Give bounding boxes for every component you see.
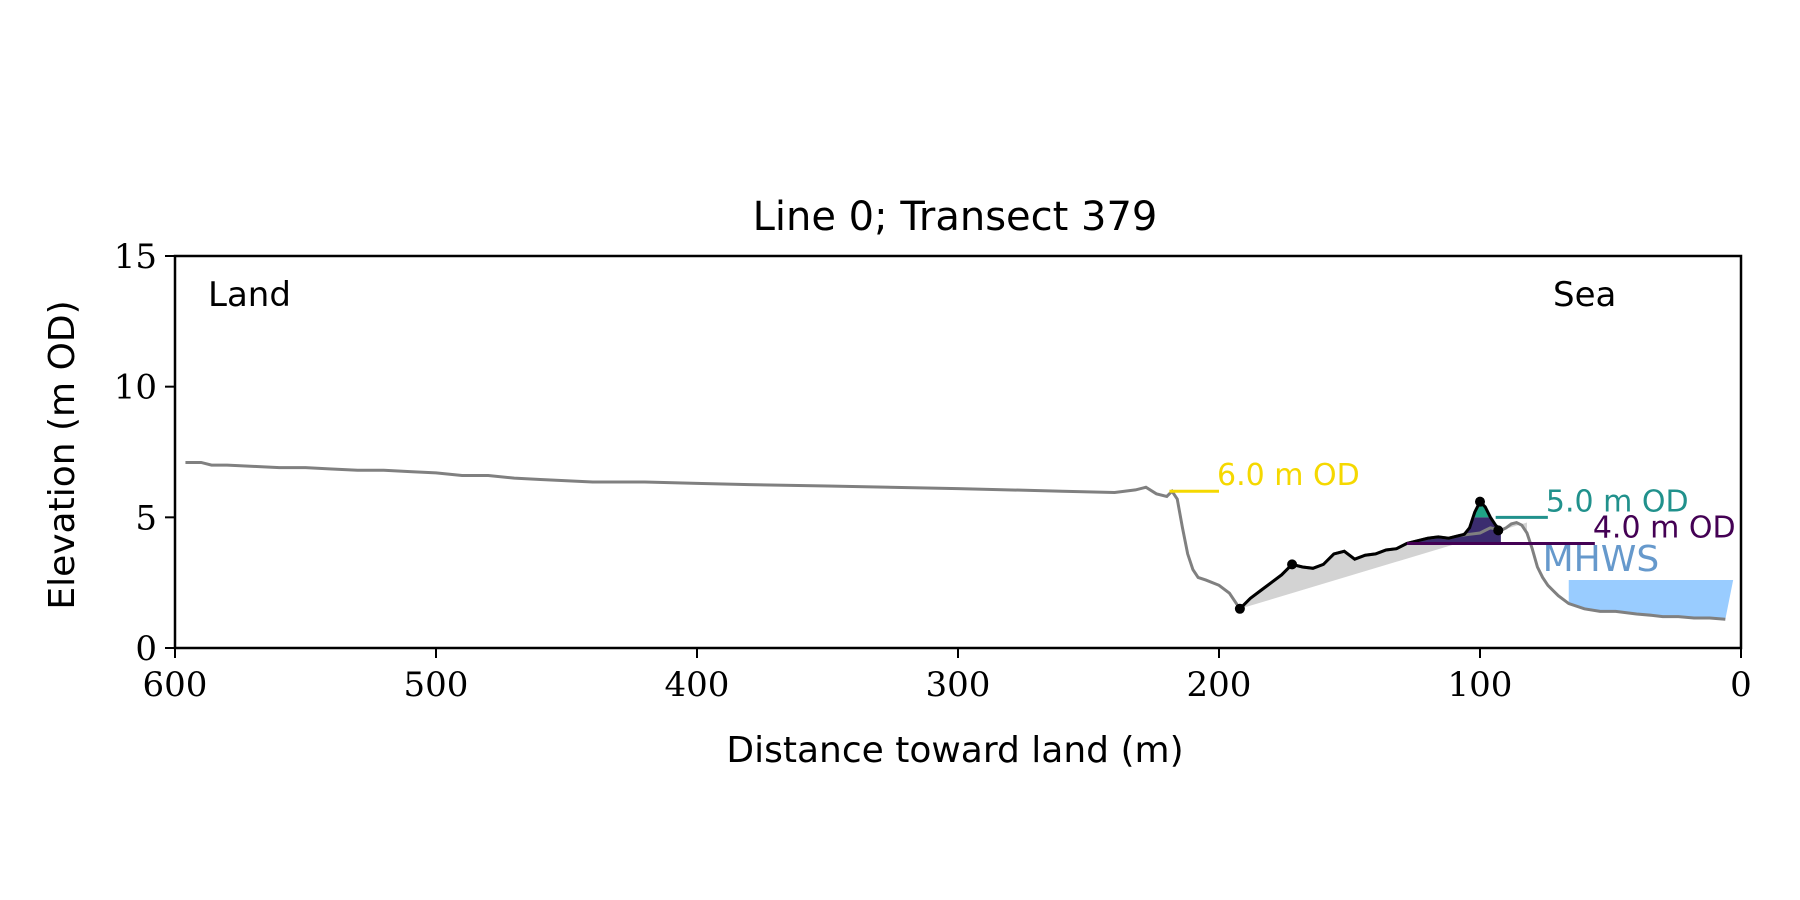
sea-annotation: Sea: [1553, 275, 1616, 315]
dune-point-1: [1287, 559, 1298, 570]
y-tick-label-3: 15: [114, 237, 157, 277]
x-axis-label: Distance toward land (m): [726, 730, 1183, 771]
y-tick-label-0: 0: [135, 629, 157, 669]
plot-frame: [173, 254, 1743, 650]
dune-point-0: [1234, 603, 1245, 614]
x-tick-label-6: 0: [1730, 665, 1752, 705]
y-axis-label: Elevation (m OD): [42, 300, 83, 609]
x-tick-label-3: 300: [926, 665, 991, 705]
mhws-label: MHWS: [1543, 539, 1660, 580]
y-tick-label-1: 5: [135, 498, 157, 538]
level-label-0: 6.0 m OD: [1217, 458, 1360, 493]
dune-point-3: [1493, 525, 1504, 536]
dune-point-2: [1475, 496, 1485, 507]
y-tick-label-2: 10: [114, 368, 157, 408]
sea-fill: [1568, 580, 1734, 620]
x-tick-label-4: 200: [1187, 665, 1252, 705]
volume-fill-4m: [1406, 517, 1501, 544]
x-tick-label-5: 100: [1448, 665, 1513, 705]
fill-layer: [1239, 501, 1734, 620]
x-tick-label-2: 400: [665, 665, 730, 705]
text-layer: Line 0; Transect 379 Distance toward lan…: [42, 194, 1752, 771]
level-label-1: 5.0 m OD: [1546, 484, 1689, 519]
sediment-fill: [1239, 501, 1527, 609]
chart-title: Line 0; Transect 379: [753, 194, 1158, 240]
point-layer: [1234, 496, 1504, 614]
level-label-2: 4.0 m OD: [1593, 510, 1736, 545]
x-tick-label-0: 600: [143, 665, 208, 705]
axes-layer: [165, 254, 1743, 658]
x-tick-label-1: 500: [404, 665, 469, 705]
land-annotation: Land: [208, 275, 291, 315]
